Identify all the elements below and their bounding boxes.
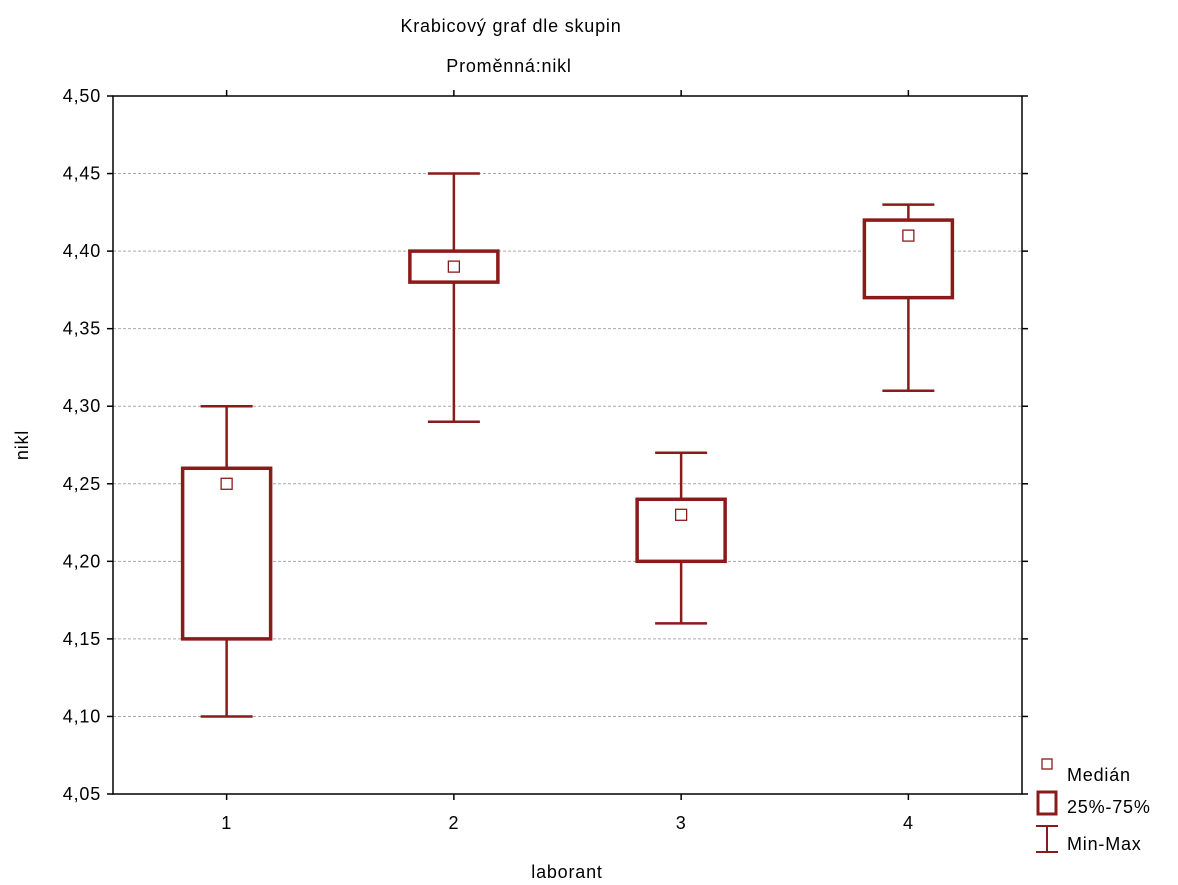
y-tick-label: 4,40 <box>63 241 101 261</box>
legend-item: 25%-75% <box>1036 790 1151 817</box>
legend: Medián 25%-75% Min-Max <box>1036 758 1151 854</box>
x-tick-label: 3 <box>676 813 687 833</box>
x-tick-label: 2 <box>448 813 459 833</box>
median-marker-icon <box>1041 758 1053 770</box>
y-tick-label: 4,45 <box>63 164 101 184</box>
legend-label: Min-Max <box>1067 834 1142 854</box>
boxes <box>180 172 955 718</box>
iqr-box <box>635 497 727 564</box>
x-tick-label: 4 <box>903 813 914 833</box>
iqr-box <box>180 466 273 641</box>
median-marker <box>447 260 461 273</box>
x-tick-label: 1 <box>221 813 232 833</box>
whisker-icon <box>1036 825 1058 853</box>
y-tick-label: 4,10 <box>63 706 101 726</box>
legend-item: Min-Max <box>1036 825 1142 854</box>
box-group-3 <box>635 451 727 625</box>
y-tick-label: 4,15 <box>63 629 101 649</box>
y-axis: 4,05 4,10 4,15 4,20 4,25 4,30 4,35 4,40 4,45 4,50 <box>63 86 1028 804</box>
median-marker <box>902 229 915 242</box>
y-tick-label: 4,25 <box>63 474 101 494</box>
x-axis: 1 2 3 4 <box>221 90 914 833</box>
box-group-1 <box>180 404 273 718</box>
y-tick-label: 4,30 <box>63 396 101 416</box>
plot-area <box>112 95 1023 795</box>
y-tick-label: 4,50 <box>63 86 101 106</box>
median-marker <box>220 477 233 490</box>
y-tick-label: 4,35 <box>63 319 101 339</box>
y-tick-label: 4,05 <box>63 784 101 804</box>
y-tick-label: 4,20 <box>63 551 101 571</box>
box-group-2 <box>408 172 500 423</box>
legend-item: Medián <box>1041 758 1131 785</box>
x-axis-title: laborant <box>531 862 602 882</box>
legend-label: Medián <box>1067 765 1131 785</box>
median-marker <box>674 508 688 521</box>
legend-label: 25%-75% <box>1067 797 1151 817</box>
box-group-4 <box>862 203 955 392</box>
chart-subtitle: Proměnná:nikl <box>446 56 571 76</box>
box-icon <box>1036 790 1058 816</box>
y-axis-title: nikl <box>12 430 32 460</box>
chart-title: Krabicový graf dle skupin <box>400 16 621 36</box>
